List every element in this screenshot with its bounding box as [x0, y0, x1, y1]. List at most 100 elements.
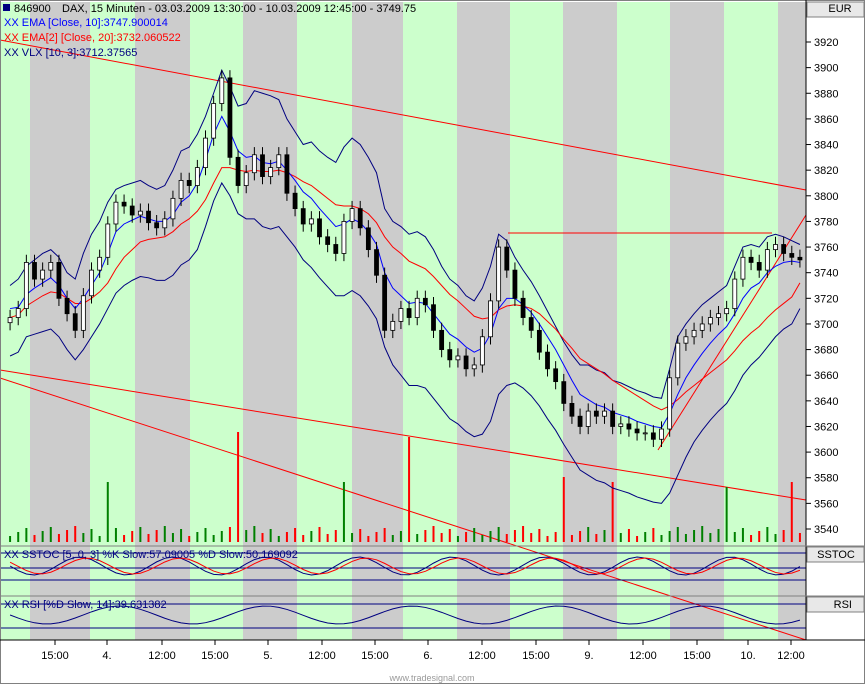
volume-bar — [660, 535, 663, 542]
volume-bar — [473, 528, 476, 542]
volume-bar — [530, 533, 533, 542]
stoch-d-line — [9, 557, 801, 575]
volume-bar — [562, 477, 565, 542]
session-band — [670, 2, 724, 640]
volume-bar — [693, 530, 696, 542]
volume-bar — [448, 529, 451, 542]
volume-bar — [758, 531, 761, 542]
volume-bar — [644, 532, 647, 542]
volume-bar — [285, 532, 288, 542]
candle-body — [251, 154, 257, 174]
volume-bar — [74, 526, 77, 542]
candle-body — [390, 320, 396, 331]
volume-bars — [9, 432, 801, 542]
candle-body — [471, 364, 477, 370]
candle-body — [569, 403, 575, 417]
volume-bar — [171, 533, 174, 542]
y-tick-label: 3880 — [814, 88, 838, 100]
volume-bar — [603, 530, 606, 542]
volume-bar — [9, 536, 12, 542]
rsi-tag-box — [806, 596, 865, 613]
candle-body — [447, 349, 453, 361]
y-tick-label: 3680 — [814, 345, 838, 357]
candle-body — [300, 208, 306, 225]
volume-bar — [98, 536, 101, 542]
y-tick-label: 3720 — [814, 293, 838, 305]
volume-bar — [725, 487, 728, 542]
volume-bar — [57, 534, 60, 542]
volume-bar — [522, 526, 525, 542]
volume-bar — [505, 534, 508, 542]
volume-bar — [570, 535, 573, 542]
currency-label: EUR — [828, 3, 851, 15]
candle-body — [398, 308, 404, 322]
indicator-lines — [9, 68, 801, 504]
session-band — [778, 2, 806, 640]
candle-body — [707, 317, 713, 325]
rsi-line — [9, 605, 801, 625]
volume-bar — [114, 528, 117, 542]
y-tick-label: 3580 — [814, 473, 838, 485]
volume-bar — [212, 535, 215, 542]
volume-bar — [334, 530, 337, 542]
candle-body — [789, 253, 795, 258]
x-tick-label: 10. — [740, 650, 755, 662]
candle-body — [333, 244, 339, 254]
y-axis: 3540 3560 3580 3600 3620 3640 3660 3680 3700 3720… — [806, 37, 838, 536]
volume-bar — [652, 528, 655, 542]
y-tick-label: 3900 — [814, 63, 838, 75]
candle-body — [276, 154, 282, 168]
y-tick-label: 3540 — [814, 524, 838, 536]
candle-body — [545, 351, 550, 370]
stoch-k-line — [9, 556, 801, 576]
candle-body — [178, 180, 184, 199]
candle-body — [317, 218, 322, 238]
volume-bar — [253, 526, 256, 542]
candle-body — [463, 355, 469, 370]
candle-body — [439, 329, 445, 350]
volume-bar — [766, 527, 769, 542]
y-tick-label: 3560 — [814, 498, 838, 510]
candle-body — [593, 410, 599, 417]
y-tick-label: 3600 — [814, 447, 838, 459]
x-tick-label: 15:00 — [41, 650, 69, 662]
volume-bar — [302, 535, 305, 542]
trend-line — [657, 214, 807, 451]
candle-body — [773, 244, 778, 251]
volume-bar — [66, 530, 69, 542]
candle-body — [235, 156, 241, 186]
volume-bar — [351, 533, 354, 542]
volume-bar — [684, 534, 687, 542]
candle-body — [80, 295, 86, 331]
volume-bar — [147, 534, 150, 542]
x-tick-label: 12:00 — [308, 650, 336, 662]
volume-bar — [554, 532, 557, 542]
candle-body — [667, 377, 673, 430]
candle-body — [48, 262, 54, 271]
volume-bar — [326, 534, 329, 542]
symbol-square-icon — [3, 4, 10, 11]
x-axis: 15:00 4. 12:00 15:00 5. 12:00 15:00 6. 12:00 15:0… — [41, 640, 805, 662]
candle-body — [113, 201, 119, 225]
candle-body — [186, 180, 192, 186]
candle-body — [170, 197, 176, 220]
volume-bar — [619, 533, 622, 542]
volume-bar — [741, 528, 744, 542]
volume-bar — [733, 532, 736, 542]
volume-bar — [318, 527, 321, 542]
rsi-tag: RSI — [834, 599, 852, 611]
candle-body — [479, 336, 485, 366]
candle-body — [683, 336, 689, 344]
volume-bar — [627, 529, 630, 542]
candle-body — [146, 210, 151, 224]
volume-bar — [82, 533, 85, 542]
candle-body — [561, 381, 567, 404]
volume-bar — [432, 526, 435, 542]
candle-body — [504, 246, 510, 271]
candle-body — [724, 308, 730, 315]
vlx-lower-line — [9, 181, 801, 504]
volume-bar — [798, 533, 801, 542]
candle-body — [72, 313, 78, 331]
candle-body — [528, 317, 534, 331]
currency-box — [806, 1, 865, 18]
